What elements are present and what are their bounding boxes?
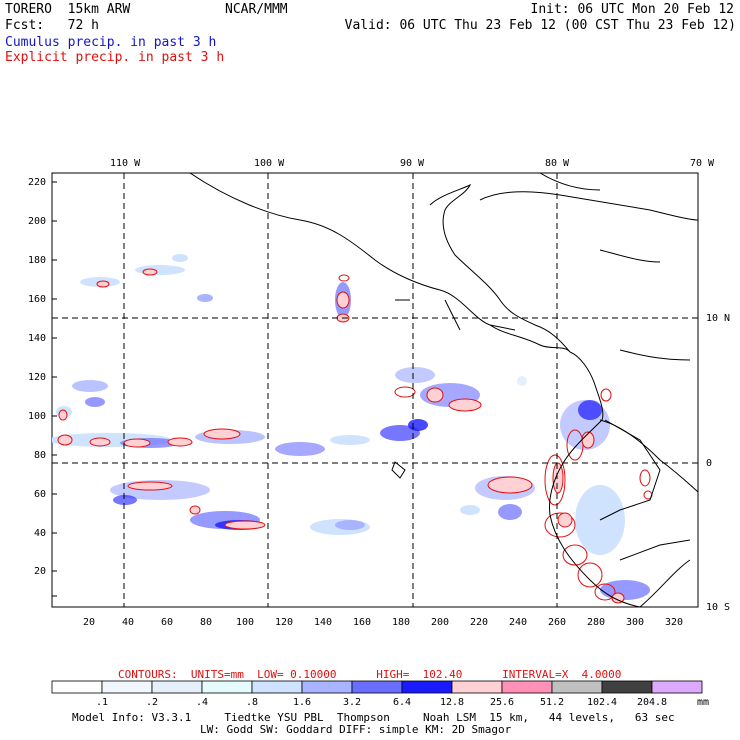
legend-value: .8 [246, 697, 258, 708]
legend-value: 51.2 [540, 697, 564, 708]
legend-value: 204.8 [637, 697, 667, 708]
legend-swatch [601, 680, 653, 694]
lon-label-90w: 90 W [400, 158, 425, 169]
legend-value: 102.4 [587, 697, 617, 708]
legend-value: 1.6 [293, 697, 311, 708]
x-tick: 300 [626, 617, 644, 628]
y-tick: 40 [34, 528, 46, 539]
legend-labels: .1 .2 .4 .8 1.6 3.2 6.4 12.8 25.6 51.2 102.4 204.8 [96, 697, 667, 708]
init-time: Init: 06 UTC Mon 20 Feb 12 [530, 2, 735, 17]
legend-value: 12.8 [440, 697, 464, 708]
x-tick: 240 [509, 617, 527, 628]
legend-value: 6.4 [393, 697, 411, 708]
color-legend [51, 680, 703, 694]
legend-swatch [551, 680, 603, 694]
x-tick: 20 [83, 617, 95, 628]
legend-swatch [451, 680, 503, 694]
x-tick: 140 [314, 617, 332, 628]
legend-swatch [251, 680, 303, 694]
axis-ticks [52, 181, 57, 597]
x-tick: 280 [587, 617, 605, 628]
x-tick: 160 [353, 617, 371, 628]
x-tick: 100 [236, 617, 254, 628]
lon-label-100w: 100 W [254, 158, 285, 169]
legend-value: .2 [146, 697, 158, 708]
lat-label-10n: 10 N [706, 313, 730, 324]
y-tick: 60 [34, 489, 46, 500]
y-tick: 20 [34, 566, 46, 577]
explicit-precip-field [57, 268, 653, 604]
y-tick: 140 [28, 333, 46, 344]
field-explicit-label: Explicit precip. in past 3 h [5, 50, 225, 65]
y-tick: 160 [28, 294, 46, 305]
valid-time: Valid: 06 UTC Thu 23 Feb 12 (00 CST Thu … [344, 18, 736, 33]
y-tick: 220 [28, 177, 46, 188]
x-tick: 80 [200, 617, 212, 628]
x-tick: 120 [275, 617, 293, 628]
lon-label-80w: 80 W [545, 158, 570, 169]
y-tick: 120 [28, 372, 46, 383]
x-tick: 200 [431, 617, 449, 628]
y-tick: 100 [28, 411, 46, 422]
legend-swatch [651, 680, 703, 694]
x-tick: 180 [392, 617, 410, 628]
y-tick: 80 [34, 450, 46, 461]
legend-swatch [501, 680, 553, 694]
forecast-hour: Fcst: 72 h [5, 18, 99, 33]
field-cumulus-label: Cumulus precip. in past 3 h [5, 35, 217, 50]
model-info-line1: Model Info: V3.3.1 Tiedtke YSU PBL Thomp… [72, 711, 675, 724]
lon-label-70w: 70 W [690, 158, 715, 169]
legend-swatch [101, 680, 153, 694]
x-tick: 260 [548, 617, 566, 628]
x-tick: 60 [161, 617, 173, 628]
x-tick: 320 [665, 617, 683, 628]
legend-swatch [201, 680, 253, 694]
legend-value: .4 [196, 697, 208, 708]
x-tick: 220 [470, 617, 488, 628]
legend-swatch [351, 680, 403, 694]
y-tick: 180 [28, 255, 46, 266]
legend-value: 3.2 [343, 697, 361, 708]
legend-value: 25.6 [490, 697, 514, 708]
legend-unit: mm [697, 697, 709, 708]
legend-swatch [301, 680, 353, 694]
lat-lon-grid [52, 173, 698, 607]
model-title: TORERO 15km ARW [5, 2, 131, 17]
lon-label-110w: 110 W [110, 158, 141, 169]
y-tick: 200 [28, 216, 46, 227]
contours-info: CONTOURS: UNITS=mm LOW= 0.10000 HIGH= 10… [118, 668, 622, 681]
lat-label-10s: 10 S [706, 602, 730, 613]
model-info-line2: LW: Godd SW: Goddard DIFF: simple KM: 2D… [200, 723, 512, 736]
legend-value: .1 [96, 697, 108, 708]
org-label: NCAR/MMM [225, 2, 288, 17]
legend-swatch [51, 680, 103, 694]
x-tick: 40 [122, 617, 134, 628]
legend-swatch [151, 680, 203, 694]
coastlines [189, 173, 698, 607]
legend-swatch [401, 680, 453, 694]
lat-label-0: 0 [706, 458, 712, 469]
